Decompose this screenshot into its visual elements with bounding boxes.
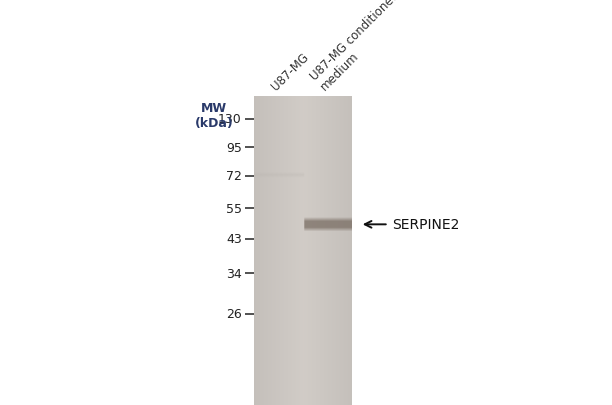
Text: MW
(kDa): MW (kDa): [195, 101, 234, 129]
Text: 55: 55: [226, 202, 242, 215]
Text: 72: 72: [226, 170, 242, 183]
Text: U87-MG: U87-MG: [269, 51, 312, 93]
Text: 95: 95: [226, 141, 242, 154]
Text: 43: 43: [226, 232, 242, 245]
Text: U87-MG conditioned
medium: U87-MG conditioned medium: [308, 0, 412, 93]
Text: 34: 34: [226, 267, 242, 280]
Text: SERPINE2: SERPINE2: [392, 218, 459, 232]
Text: 26: 26: [226, 307, 242, 320]
Text: 130: 130: [218, 113, 242, 126]
